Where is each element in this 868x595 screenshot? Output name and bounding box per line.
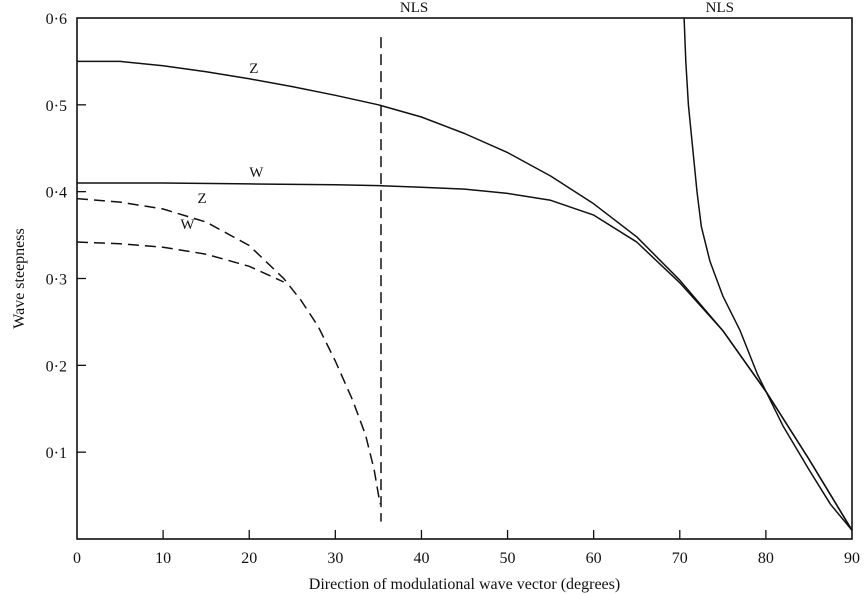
y-tick-label: 0·2 — [46, 358, 67, 375]
series-z-solid-line — [77, 60, 853, 531]
x-tick-label: 70 — [672, 550, 688, 567]
y-tick-label: 0·6 — [46, 11, 67, 28]
series-nls-solid-line — [683, 17, 853, 531]
x-axis-ticks: 0 10 20 30 40 50 60 70 80 90 — [73, 530, 860, 567]
series-w-dashed-label: W — [180, 217, 195, 233]
x-tick-label: 30 — [327, 550, 343, 567]
y-tick-label: 0·3 — [46, 272, 67, 289]
x-tick-label: 50 — [500, 550, 516, 567]
x-tick-label: 60 — [586, 550, 602, 567]
series-w-solid-line — [77, 182, 853, 531]
series-lines — [76, 17, 853, 531]
series-z-solid-label: Z — [249, 61, 258, 77]
y-tick-label: 0·4 — [46, 185, 67, 202]
series-nls-solid-label: NLS — [706, 0, 734, 16]
x-tick-label: 40 — [413, 550, 429, 567]
x-tick-label: 0 — [73, 550, 81, 567]
plot-frame — [76, 17, 853, 540]
series-nls-dashed-label: NLS — [400, 0, 428, 16]
x-tick-label: 20 — [241, 550, 257, 567]
series-z-dashed-label: Z — [198, 191, 207, 207]
y-tick-label: 0·5 — [46, 98, 67, 115]
series-w-solid-label: W — [249, 165, 264, 181]
x-tick-label: 80 — [758, 550, 774, 567]
x-tick-label: 10 — [155, 550, 171, 567]
series-w-dashed-line — [76, 241, 285, 283]
y-tick-label: 0·1 — [46, 445, 67, 462]
x-tick-label: 90 — [844, 550, 860, 567]
x-axis-title: Direction of modulational wave vector (d… — [309, 576, 620, 593]
y-axis-ticks: 0·1 0·2 0·3 0·4 0·5 0·6 — [46, 11, 86, 462]
series-z-dashed-line — [76, 197, 381, 505]
y-axis-title: Wave steepness — [11, 228, 28, 328]
plot-border — [76, 17, 853, 540]
